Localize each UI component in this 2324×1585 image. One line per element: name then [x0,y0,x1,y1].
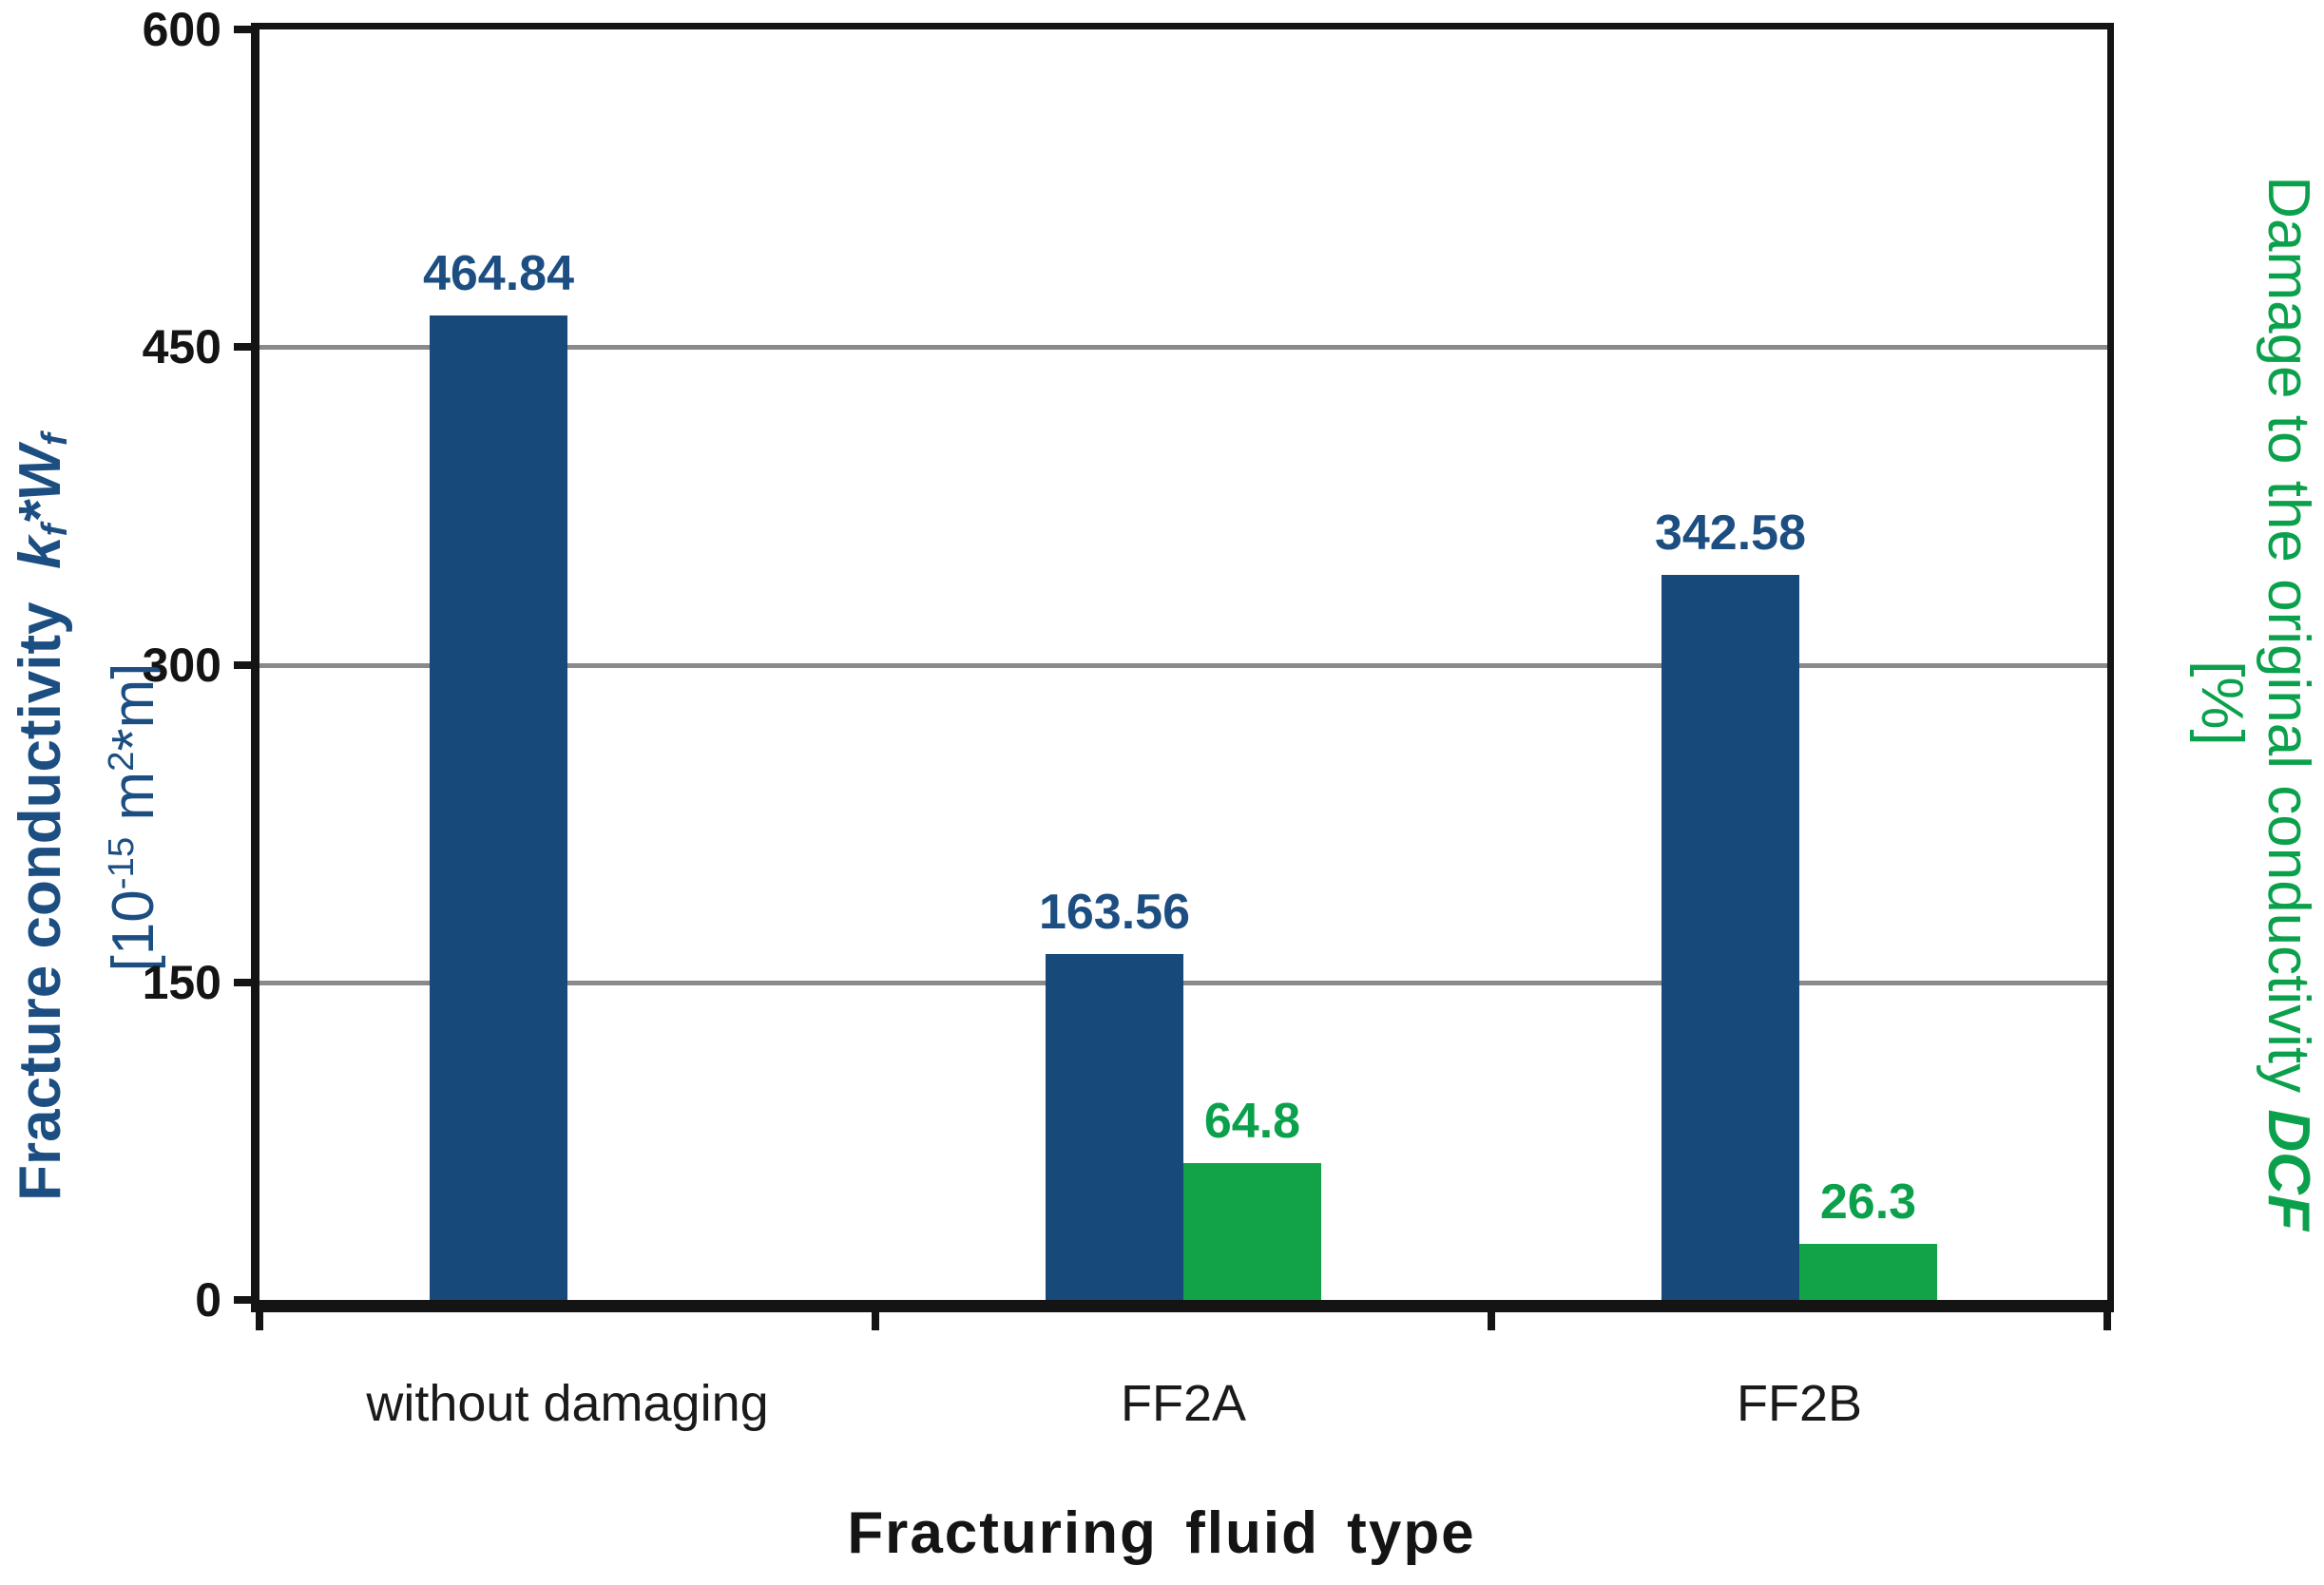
bar-damage-FF2A [1183,1162,1321,1307]
x-tick-3 [2103,1306,2111,1330]
bar-damage-FF2B [1799,1244,1937,1307]
x-category-label-FF2B: FF2B [1736,1375,1863,1432]
bar-conductivity-FF2A [1046,953,1183,1307]
gridline-450 [259,345,2107,351]
left-axis-title-unit: [10-15 m2*m] [100,662,167,972]
right-axis-title: Damage to the original conductivity DCF … [2188,86,2321,1321]
x-tick-2 [1488,1306,1495,1330]
bar-label-conductivity-FF2B: 342.58 [1654,505,1807,561]
gridline-300 [259,662,2107,668]
bar-label-conductivity-without-damaging: 464.84 [422,246,575,302]
bar-conductivity-FF2B [1661,574,1799,1307]
x-tick-0 [256,1306,263,1330]
y-tick-300 [234,660,259,669]
left-axis-title-main: Fracture conductivity kf*Wf [8,433,75,1201]
y-tick-label-600: 600 [142,3,221,56]
bar-label-conductivity-FF2A: 163.56 [1038,884,1191,940]
right-axis-title-unit: [%] [2189,660,2255,746]
right-axis-title-main: Damage to the original conductivity DCF [2256,176,2321,1231]
y-tick-label-0: 0 [195,1273,221,1327]
left-axis-title: Fracture conductivity kf*Wf [10-15 m2*m] [8,228,166,1406]
x-category-label-without-damaging: without damaging [366,1375,769,1432]
gridline-150 [259,980,2107,985]
x-axis-title: Fracturing fluid type [847,1500,1476,1566]
y-tick-150 [234,978,259,986]
y-tick-label-150: 150 [142,955,221,1009]
y-tick-0 [234,1296,259,1304]
bar-label-damage-FF2B: 26.3 [1819,1174,1917,1231]
y-tick-600 [234,26,259,33]
y-tick-label-300: 300 [142,638,221,692]
x-tick-1 [872,1306,879,1330]
y-tick-label-450: 450 [142,320,221,374]
y-tick-450 [234,343,259,352]
x-category-label-FF2A: FF2A [1120,1375,1247,1432]
bar-conductivity-without-damaging [430,315,567,1307]
bar-label-damage-FF2A: 64.8 [1203,1093,1301,1149]
